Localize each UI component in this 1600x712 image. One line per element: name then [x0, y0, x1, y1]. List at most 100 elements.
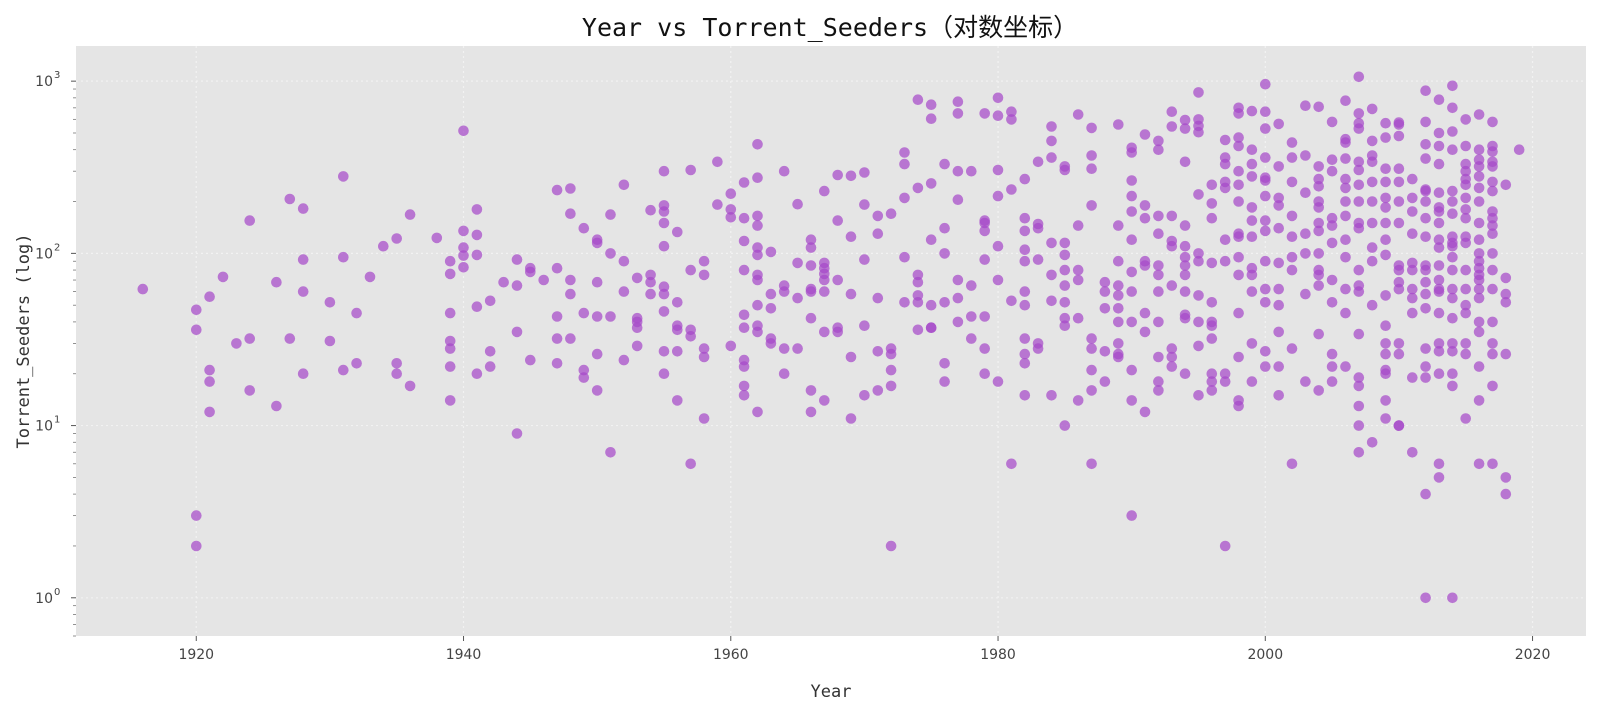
data-point	[1126, 234, 1137, 245]
data-point	[1447, 380, 1458, 392]
data-point	[1179, 220, 1191, 231]
data-point	[1473, 283, 1485, 295]
data-point	[952, 274, 964, 286]
data-point	[1166, 106, 1178, 117]
data-point	[1433, 242, 1445, 253]
data-point	[1407, 264, 1418, 276]
data-point	[191, 510, 202, 521]
data-point	[1206, 368, 1218, 380]
data-point	[631, 322, 643, 334]
data-point	[484, 361, 496, 372]
data-point	[1380, 320, 1391, 332]
data-point	[1420, 116, 1431, 128]
data-point	[1032, 156, 1044, 168]
data-point	[1019, 173, 1031, 185]
data-point	[939, 158, 950, 170]
data-point	[1473, 234, 1485, 245]
data-point	[1099, 346, 1111, 357]
data-point	[1086, 122, 1097, 134]
data-point	[725, 340, 737, 352]
data-point	[1473, 458, 1485, 470]
data-point	[1086, 200, 1097, 211]
data-point	[1113, 351, 1124, 363]
data-point	[698, 413, 710, 424]
data-point	[1500, 179, 1512, 191]
data-point	[1380, 163, 1391, 174]
data-point	[698, 255, 710, 267]
data-point	[1233, 140, 1244, 152]
data-point	[1366, 242, 1378, 253]
data-point	[1460, 237, 1471, 249]
data-point	[1353, 328, 1365, 340]
data-point	[1433, 458, 1445, 470]
data-point	[1460, 204, 1471, 215]
data-point	[1233, 179, 1244, 191]
data-point	[1286, 176, 1298, 188]
data-point	[1366, 196, 1378, 207]
data-point	[1326, 154, 1338, 165]
data-point	[1019, 255, 1031, 267]
data-point	[845, 288, 857, 300]
data-point	[1353, 164, 1365, 176]
data-point	[1193, 87, 1204, 98]
data-point	[1433, 307, 1445, 319]
data-point	[458, 125, 469, 137]
data-point	[939, 376, 950, 387]
data-point	[1019, 225, 1031, 237]
data-point	[1139, 260, 1151, 271]
data-point	[605, 248, 616, 259]
data-point	[845, 351, 857, 363]
data-point	[1246, 286, 1258, 297]
data-point	[1326, 361, 1338, 372]
data-point	[1447, 264, 1458, 276]
data-point	[752, 249, 763, 261]
data-point	[1353, 447, 1365, 458]
data-point	[471, 229, 483, 241]
data-point	[431, 232, 443, 244]
data-point	[471, 204, 483, 215]
data-point	[1206, 198, 1218, 209]
data-point	[1353, 372, 1365, 383]
x-tick-label: 1940	[446, 647, 482, 663]
data-point	[1473, 109, 1485, 120]
data-point	[1380, 413, 1391, 424]
data-point	[1420, 153, 1431, 164]
x-tick-label: 2020	[1515, 647, 1551, 663]
data-point	[925, 299, 937, 311]
data-point	[1407, 447, 1418, 458]
data-point	[1447, 592, 1458, 604]
data-point	[1313, 248, 1324, 259]
data-point	[1433, 187, 1445, 198]
data-point	[1246, 338, 1258, 349]
data-point	[752, 326, 763, 338]
data-point	[1166, 280, 1178, 291]
data-point	[658, 240, 670, 252]
data-point	[1126, 147, 1137, 158]
data-point	[1260, 152, 1271, 163]
data-point	[1380, 348, 1391, 360]
data-point	[738, 361, 750, 372]
data-point	[1126, 175, 1137, 186]
data-point	[1046, 390, 1057, 401]
data-point	[191, 540, 202, 552]
data-point	[1433, 260, 1445, 271]
data-point	[1447, 102, 1458, 114]
data-point	[899, 297, 910, 308]
data-point	[1487, 185, 1498, 197]
data-point	[872, 385, 884, 396]
data-point	[1032, 343, 1044, 354]
data-point	[859, 199, 870, 210]
data-point	[966, 333, 977, 344]
data-point	[511, 428, 523, 439]
data-point	[1260, 78, 1271, 90]
data-point	[1260, 255, 1271, 267]
data-point	[725, 188, 737, 199]
data-point	[1273, 361, 1284, 372]
data-point	[1153, 260, 1164, 271]
data-point	[1059, 164, 1071, 176]
data-point	[1353, 286, 1365, 297]
data-point	[217, 271, 229, 283]
data-point	[1032, 222, 1044, 234]
data-point	[738, 177, 750, 188]
data-point	[872, 228, 884, 239]
